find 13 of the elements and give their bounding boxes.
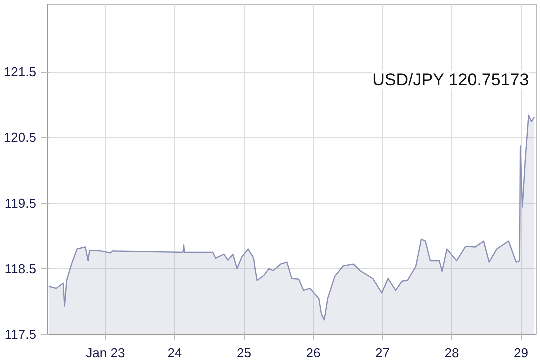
y-tick-label: 121.5 [4, 64, 37, 80]
x-tick-label: 25 [236, 346, 252, 360]
x-tick-label: 26 [306, 346, 321, 360]
y-tick-label: 117.5 [4, 327, 37, 342]
x-tick-label: Jan 23 [86, 346, 126, 360]
annotation: USD/JPY 120.75173 [372, 70, 530, 90]
x-tick-label: 27 [376, 346, 390, 360]
x-tick-label: 28 [444, 346, 460, 360]
y-tick-label: 120.5 [4, 130, 37, 146]
x-tick-label: 29 [514, 346, 528, 360]
y-tick-label: 119.5 [4, 196, 37, 211]
x-tick-label: 24 [168, 346, 182, 360]
y-tick-label: 118.5 [4, 261, 37, 276]
